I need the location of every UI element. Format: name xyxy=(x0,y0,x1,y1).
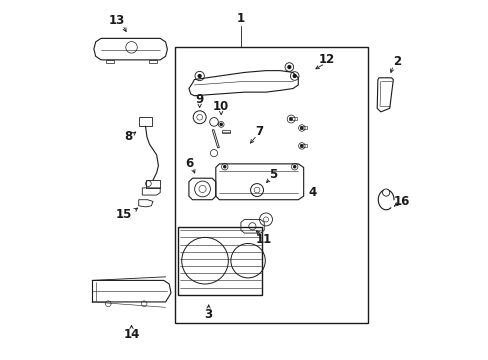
Text: 7: 7 xyxy=(254,125,263,138)
Text: 1: 1 xyxy=(236,12,244,25)
Text: 13: 13 xyxy=(109,14,125,27)
Circle shape xyxy=(293,75,296,77)
Circle shape xyxy=(300,145,303,147)
Bar xyxy=(222,130,230,134)
Text: 9: 9 xyxy=(195,93,203,106)
Circle shape xyxy=(293,166,295,168)
Text: 3: 3 xyxy=(204,308,212,321)
Circle shape xyxy=(220,123,222,126)
Circle shape xyxy=(198,75,201,77)
Circle shape xyxy=(382,189,389,196)
Text: 16: 16 xyxy=(393,195,409,208)
Text: 12: 12 xyxy=(318,53,334,66)
Text: 11: 11 xyxy=(256,233,272,246)
Text: 5: 5 xyxy=(268,168,277,181)
Circle shape xyxy=(287,66,290,68)
Circle shape xyxy=(289,118,292,120)
Bar xyxy=(139,117,152,126)
Bar xyxy=(300,144,306,147)
Bar xyxy=(300,126,306,130)
Text: 2: 2 xyxy=(392,55,400,68)
Circle shape xyxy=(300,127,303,129)
Text: 4: 4 xyxy=(308,186,316,199)
Text: 8: 8 xyxy=(123,130,132,144)
Text: 14: 14 xyxy=(123,328,140,341)
Bar xyxy=(289,117,297,121)
Text: 10: 10 xyxy=(213,100,229,113)
Text: 6: 6 xyxy=(184,157,193,170)
Text: 15: 15 xyxy=(116,208,132,221)
Circle shape xyxy=(223,166,225,168)
Bar xyxy=(174,47,367,323)
Bar xyxy=(145,180,159,188)
Bar xyxy=(178,226,262,295)
